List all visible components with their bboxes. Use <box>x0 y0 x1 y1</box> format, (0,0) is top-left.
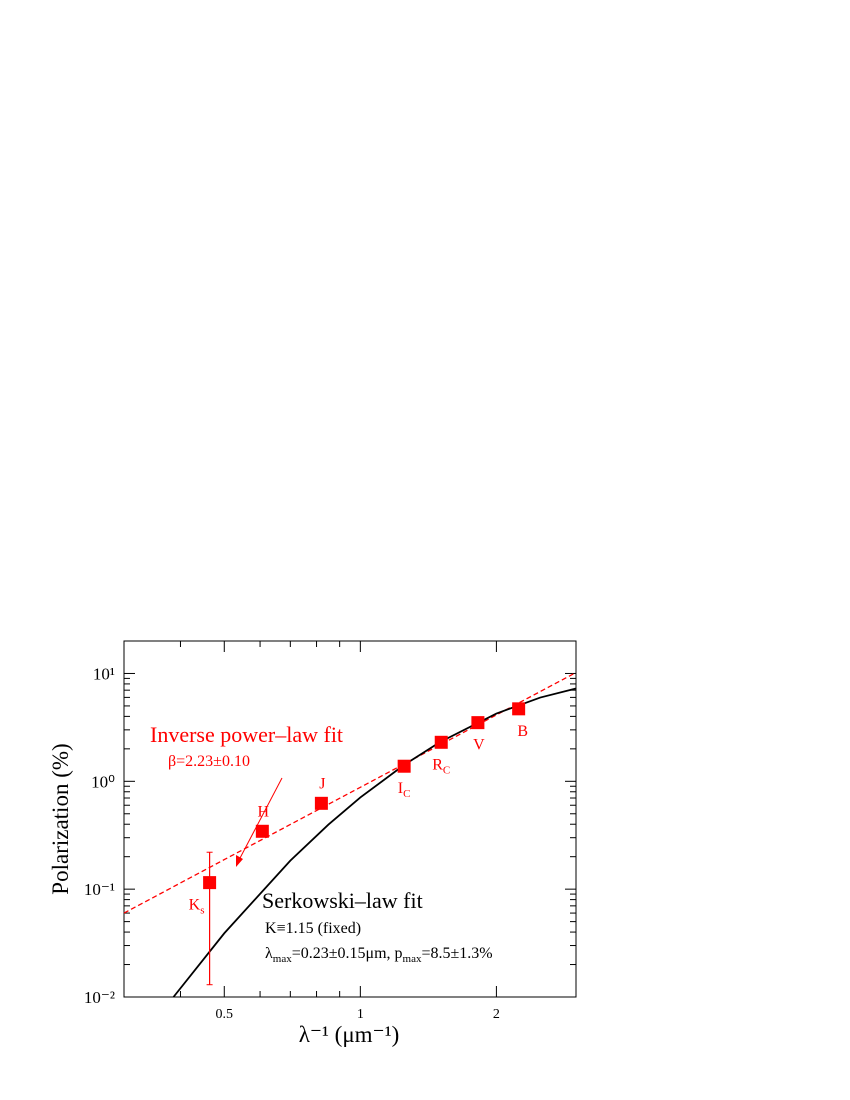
data-point <box>203 876 217 890</box>
arrow-head <box>236 855 243 867</box>
plot-frame <box>123 640 577 998</box>
point-label-main: B <box>517 723 528 740</box>
x-tick-label: 2 <box>493 1007 500 1022</box>
point-label-main: J <box>319 775 325 792</box>
power-law-fit <box>123 671 577 914</box>
point-label: V <box>473 737 485 754</box>
point-label: Ks <box>189 897 205 917</box>
data-point <box>512 702 526 716</box>
power-law-beta: β=2.23±0.10 <box>168 753 250 770</box>
serkowski-k: K≡1.15 (fixed) <box>265 920 361 937</box>
arrow <box>238 777 283 861</box>
point-label-main: H <box>258 803 270 820</box>
data-point <box>314 796 328 810</box>
point-label-main: R <box>432 756 443 773</box>
x-tick-label: 0.5 <box>216 1007 234 1022</box>
point-label: IC <box>398 780 411 800</box>
point-label-sub: C <box>443 764 450 776</box>
power-law-title: Inverse power–law fit <box>150 722 343 747</box>
y-tick-label: 10¹ <box>93 664 115 683</box>
point-label-main: V <box>473 737 485 754</box>
y-tick-label: 10⁻² <box>84 988 115 1007</box>
point-label-main: I <box>398 780 403 797</box>
data-point <box>397 759 411 773</box>
data-point <box>255 824 269 838</box>
param-sub: max <box>403 953 422 965</box>
y-tick-label: 10⁻¹ <box>84 880 115 899</box>
x-axis-label: λ⁻¹ (μm⁻¹) <box>299 1022 400 1047</box>
param-sub: max <box>273 953 292 965</box>
point-label: B <box>517 723 528 740</box>
point-label: J <box>319 775 325 792</box>
param: λ <box>265 945 273 962</box>
point-label: RC <box>432 756 450 776</box>
data-point <box>471 716 485 730</box>
y-axis-label: Polarization (%) <box>48 743 73 894</box>
data-point <box>434 735 448 749</box>
y-tick-label: 10⁰ <box>91 772 115 791</box>
point-label: H <box>258 803 270 820</box>
point-label-main: K <box>189 897 201 914</box>
point-label-sub: C <box>403 788 410 800</box>
x-tick-label: 1 <box>357 1007 364 1022</box>
param: =0.23±0.15μm, p <box>292 945 403 962</box>
param: =8.5±1.3% <box>422 945 493 962</box>
serkowski-params: λmax=0.23±0.15μm, pmax=8.5±1.3% <box>265 945 493 965</box>
point-label-sub: s <box>200 905 204 917</box>
serkowski-title: Serkowski–law fit <box>262 888 423 913</box>
